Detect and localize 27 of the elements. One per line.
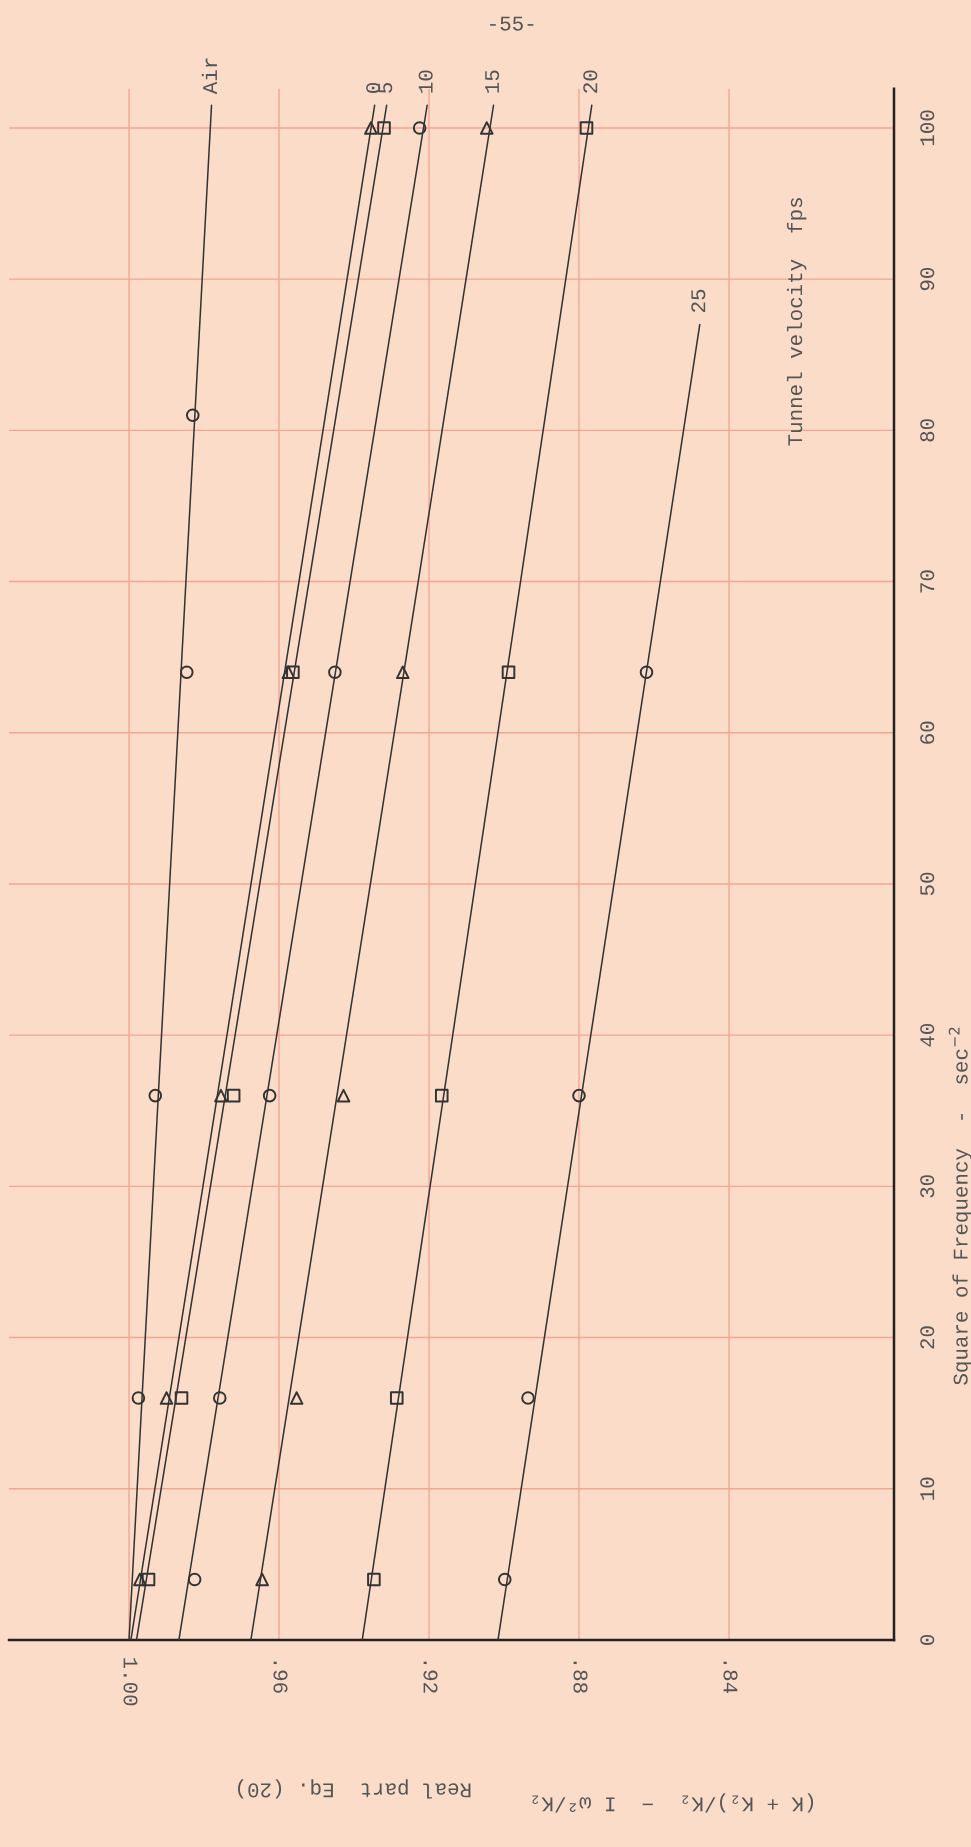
x-tick-label: 1.00 (123, 1658, 138, 1706)
y-axis-title: Square of Frequency - sec$^{−2}$ (948, 1027, 971, 1385)
y-tick-label: 10 (920, 1477, 935, 1500)
y-tick-label: 90 (920, 267, 935, 291)
text: 20 (583, 70, 598, 93)
text: 0 (366, 82, 381, 93)
y-tick-label: 40 (920, 1023, 935, 1047)
y-tick-label: 70 (920, 570, 935, 593)
text: 25 (691, 289, 706, 312)
text: -55- (490, 16, 534, 31)
y-tick-label: 0 (920, 1634, 935, 1645)
y-tick-label: 80 (920, 419, 935, 442)
annotation: Tunnel velocity fps (786, 198, 807, 446)
text: 15 (485, 70, 500, 93)
y-tick-label: 50 (920, 872, 935, 896)
y-tick-label: 60 (920, 721, 935, 744)
x-tick-label: .96 (273, 1661, 288, 1693)
y-tick-label: 100 (920, 110, 935, 146)
text: Air (201, 58, 217, 95)
x-tick-label: .92 (423, 1661, 438, 1693)
text: 10 (418, 70, 433, 93)
x-tick-label: .88 (573, 1661, 588, 1693)
x-axis-title: Real part Eq. (20) (238, 1779, 471, 1799)
text: (K + K₂)/K₂ − I ω²/K₂ (532, 1793, 814, 1813)
x-tick-label: .84 (723, 1661, 738, 1694)
y-tick-label: 20 (920, 1326, 935, 1349)
y-tick-label: 30 (920, 1175, 935, 1198)
